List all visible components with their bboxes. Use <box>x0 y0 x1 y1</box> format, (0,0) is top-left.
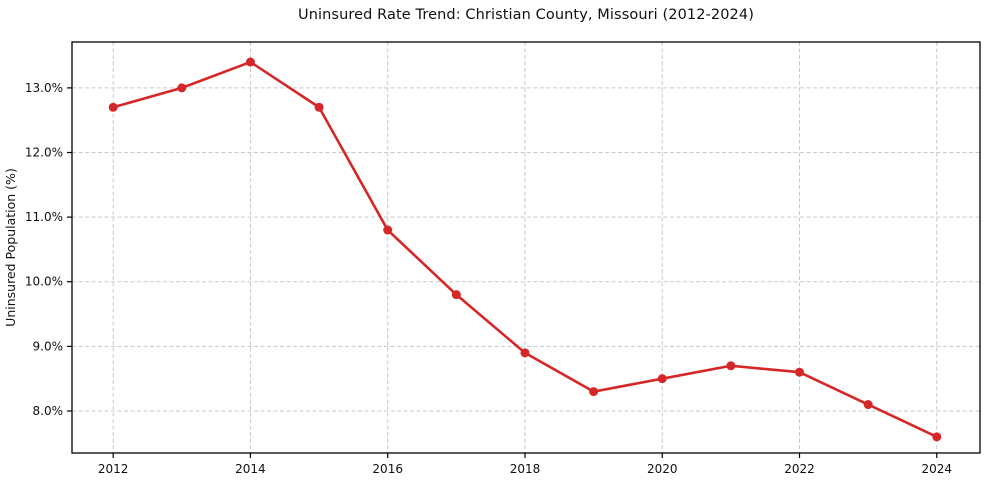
data-point <box>177 83 187 93</box>
data-point <box>245 57 255 67</box>
y-tick-label: 11.0% <box>25 210 63 224</box>
y-axis-label: Uninsured Population (%) <box>3 168 18 327</box>
data-point <box>383 225 393 235</box>
plot-border <box>71 41 981 454</box>
y-tick-label: 9.0% <box>33 339 64 353</box>
data-point <box>795 367 804 377</box>
x-tick-label: 2024 <box>921 462 952 476</box>
y-tick-label: 8.0% <box>33 404 64 418</box>
chart-title: Uninsured Rate Trend: Christian County, … <box>298 7 754 23</box>
data-point <box>932 432 942 442</box>
y-tick-label: 13.0% <box>25 81 63 95</box>
y-tick-label: 10.0% <box>25 275 63 289</box>
data-point <box>314 102 324 112</box>
data-point <box>451 290 461 300</box>
data-point <box>589 387 599 397</box>
x-tick-label: 2022 <box>784 462 815 476</box>
data-point <box>520 348 530 358</box>
x-tick-label: 2012 <box>98 462 129 476</box>
x-tick-label: 2020 <box>647 462 678 476</box>
data-point <box>108 102 118 112</box>
data-point <box>726 361 736 371</box>
x-tick-label: 2016 <box>372 462 403 476</box>
y-tick-label: 12.0% <box>25 145 63 159</box>
data-point <box>657 374 667 384</box>
data-point <box>863 400 873 410</box>
x-tick-label: 2014 <box>235 462 266 476</box>
x-tick-label: 2018 <box>510 462 541 476</box>
